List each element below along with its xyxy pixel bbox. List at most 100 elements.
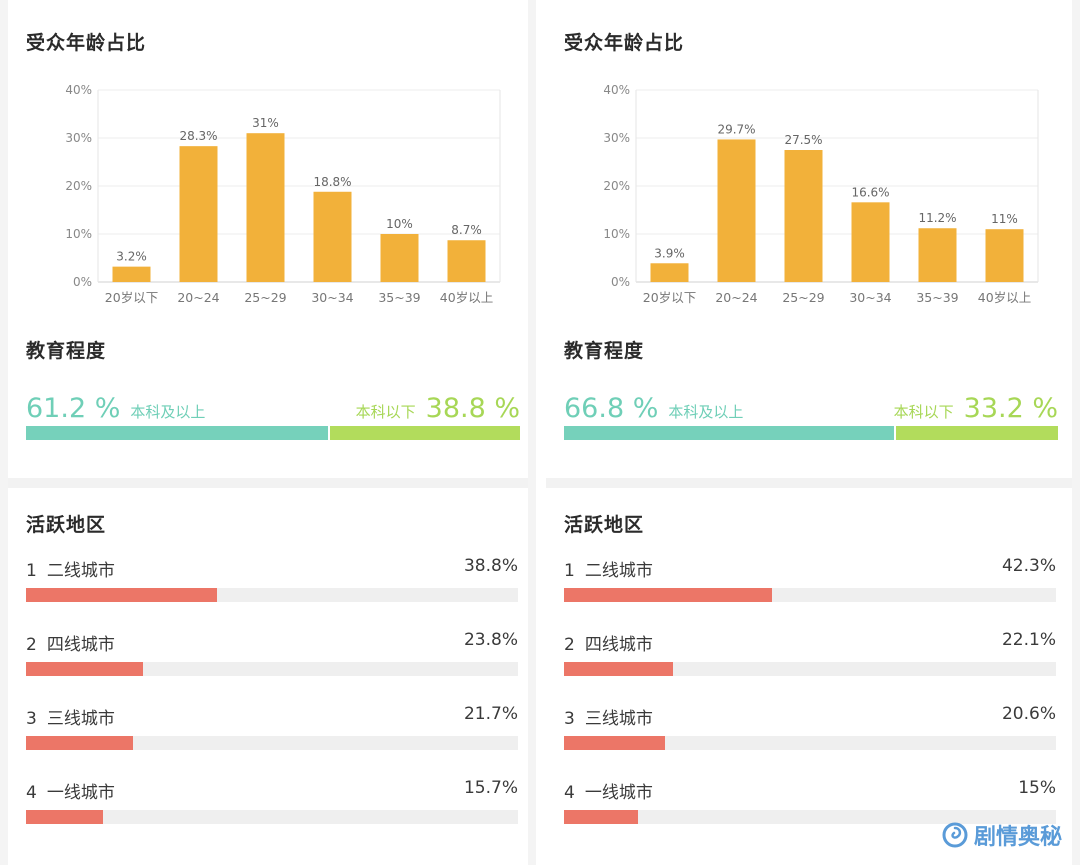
region-value: 38.8%	[463, 556, 518, 576]
bar	[918, 228, 957, 282]
x-tick-label: 20~24	[177, 290, 219, 305]
bar	[985, 229, 1024, 282]
region-item: 2 四线城市 22.1%	[564, 630, 1058, 690]
swirl-logo-icon	[942, 822, 968, 848]
region-rank: 4	[26, 783, 37, 803]
region-name: 二线城市	[584, 561, 653, 581]
bar	[851, 202, 890, 282]
bar-value-label: 16.6%	[851, 185, 889, 199]
region-value: 42.3%	[1001, 556, 1056, 576]
education-above-value: 66.8 %	[564, 393, 659, 424]
education-summary: 66.8 % 本科及以上 本科以下 33.2 %	[564, 388, 1058, 424]
region-fill	[26, 588, 217, 602]
region-name: 一线城市	[46, 783, 115, 803]
region-item: 4 一线城市 15.7%	[26, 778, 520, 838]
region-value: 15.7%	[463, 778, 518, 798]
x-tick-label: 20岁以下	[105, 290, 158, 305]
region-item: 2 四线城市 23.8%	[26, 630, 520, 690]
y-tick-label: 40%	[65, 83, 92, 97]
bar	[447, 240, 486, 282]
region-value: 15%	[1018, 778, 1056, 798]
region-name: 三线城市	[584, 709, 653, 729]
region-track	[564, 588, 1056, 602]
region-fill	[26, 810, 104, 824]
bar	[717, 139, 756, 282]
bar-value-label: 18.8%	[313, 175, 351, 189]
region-fill	[26, 662, 144, 676]
education-title: 教育程度	[26, 340, 107, 362]
x-tick-label: 30~34	[311, 290, 353, 305]
age-bar-chart: 0% 10% 20% 30% 40% 3.2% 20岁以下 28.3% 20~24 31% 25~2…	[65, 83, 501, 305]
region-name: 三线城市	[46, 709, 115, 729]
education-below: 本科以下 38.8 %	[356, 393, 520, 424]
age-chart-title: 受众年龄占比	[26, 32, 147, 54]
y-tick-label: 30%	[603, 131, 630, 145]
region-rank: 1	[564, 561, 575, 581]
region-name: 二线城市	[46, 561, 115, 581]
region-track	[564, 736, 1056, 750]
education-below-segment	[895, 426, 1058, 440]
x-tick-label: 35~39	[378, 290, 420, 305]
region-fill	[564, 810, 638, 824]
bar	[380, 234, 419, 282]
region-fill	[26, 736, 133, 750]
region-rank: 3	[564, 709, 575, 729]
region-value: 20.6%	[1001, 704, 1056, 724]
region-rank: 1	[26, 561, 37, 581]
bar	[650, 263, 689, 282]
education-above-segment	[564, 426, 894, 440]
region-fill	[564, 736, 666, 750]
region-rank: 2	[564, 635, 575, 655]
x-tick-label: 30~34	[849, 290, 891, 305]
x-tick-label: 25~29	[782, 290, 824, 305]
bar-value-label: 3.9%	[654, 246, 685, 260]
bar	[784, 150, 823, 282]
education-below-segment	[330, 426, 520, 440]
bar-value-label: 31%	[252, 116, 279, 130]
region-title: 活跃地区	[26, 514, 107, 536]
region-item: 3 三线城市 21.7%	[26, 704, 520, 764]
region-item: 1 二线城市 38.8%	[26, 556, 520, 616]
education-split-bar	[564, 426, 1058, 440]
region-track	[564, 662, 1056, 676]
x-tick-label: 35~39	[916, 290, 958, 305]
bar-value-label: 11%	[991, 212, 1018, 226]
region-track	[26, 588, 518, 602]
education-below-value: 33.2 %	[963, 393, 1058, 424]
region-track	[26, 662, 518, 676]
region-value: 22.1%	[1001, 630, 1056, 650]
panel-left: 受众年龄占比 0% 10% 20% 30% 40% 3.2% 20岁以下 28.3% 20~24…	[0, 0, 520, 865]
region-track	[564, 810, 1056, 824]
y-tick-label: 10%	[65, 227, 92, 241]
section-divider	[8, 478, 528, 488]
bar-value-label: 27.5%	[784, 133, 822, 147]
education-above-segment	[26, 426, 329, 440]
region-fill	[564, 588, 773, 602]
x-tick-label: 25~29	[244, 290, 286, 305]
bar	[112, 266, 151, 282]
region-track	[26, 736, 518, 750]
education-split-bar	[26, 426, 520, 440]
education-below: 本科以下 33.2 %	[894, 393, 1058, 424]
x-tick-label: 20~24	[715, 290, 757, 305]
education-above-value: 61.2 %	[26, 393, 121, 424]
age-chart-title: 受众年龄占比	[564, 32, 685, 54]
region-title: 活跃地区	[564, 514, 645, 536]
region-rank: 4	[564, 783, 575, 803]
y-tick-label: 10%	[603, 227, 630, 241]
bar	[313, 191, 352, 282]
region-item: 4 一线城市 15%	[564, 778, 1058, 838]
x-tick-label: 20岁以下	[643, 290, 696, 305]
education-title: 教育程度	[564, 340, 645, 362]
education-above-label: 本科及以上	[668, 403, 744, 421]
center-divider-bar	[528, 0, 536, 865]
y-tick-label: 20%	[65, 179, 92, 193]
education-below-value: 38.8 %	[425, 393, 520, 424]
education-below-label: 本科以下	[355, 403, 416, 421]
x-tick-label: 40岁以上	[978, 290, 1031, 305]
left-edge-bar	[0, 0, 8, 865]
bar-value-label: 28.3%	[179, 129, 217, 143]
x-tick-label: 40岁以上	[440, 290, 493, 305]
y-tick-label: 30%	[65, 131, 92, 145]
section-divider	[546, 478, 1072, 488]
